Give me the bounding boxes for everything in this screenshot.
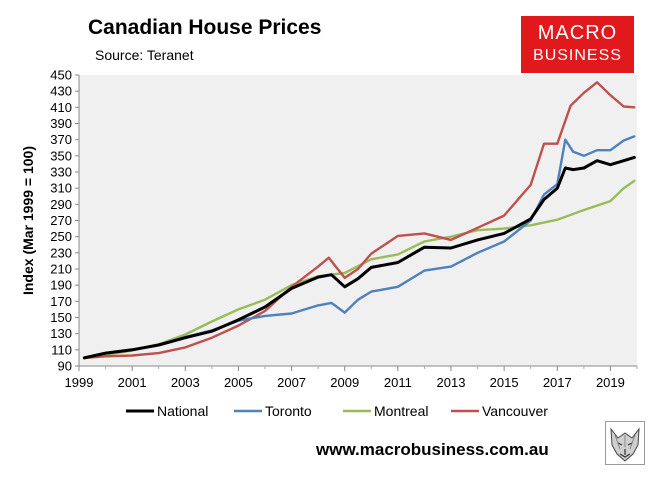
legend-label-montreal: Montreal	[374, 403, 428, 419]
x-tick-label: 2017	[543, 375, 572, 390]
y-tick-label: 310	[50, 181, 72, 196]
y-tick-label: 250	[50, 229, 72, 244]
y-tick-label: 210	[50, 262, 72, 277]
legend-label-national: National	[157, 403, 208, 419]
y-tick-label: 170	[50, 294, 72, 309]
y-tick-label: 190	[50, 278, 72, 293]
y-tick-label: 450	[50, 68, 72, 83]
y-tick-label: 430	[50, 84, 72, 99]
x-tick-label: 2019	[596, 375, 625, 390]
y-tick-label: 270	[50, 213, 72, 228]
y-axis-title: Index (Mar 1999 = 100)	[20, 146, 36, 295]
series-layer	[82, 81, 636, 360]
y-tick-label: 110	[51, 342, 72, 357]
legend: National Toronto Montreal Vancouver	[126, 403, 548, 419]
legend-label-toronto: Toronto	[265, 403, 312, 419]
chart-title: Canadian House Prices	[88, 16, 322, 39]
y-tick-label: 370	[50, 132, 72, 147]
y-tick-label: 150	[50, 310, 72, 325]
x-tick-label: 2013	[437, 375, 466, 390]
legend-label-vancouver: Vancouver	[482, 403, 548, 419]
footer-url: www.macrobusiness.com.au	[316, 440, 549, 459]
y-tick-label: 230	[50, 245, 72, 260]
y-tick-label: 410	[50, 100, 72, 115]
x-tick-label: 2009	[330, 375, 359, 390]
x-tick-label: 2011	[384, 375, 412, 390]
x-tick-label: 1999	[65, 375, 94, 390]
logo-text-line1: MACRO	[537, 22, 618, 44]
plot-area	[79, 75, 637, 366]
x-tick-label: 2015	[490, 375, 519, 390]
x-tick-label: 2001	[118, 375, 147, 390]
x-tick-label: 2005	[224, 375, 253, 390]
series-line-montreal	[83, 179, 636, 360]
y-tick-label: 330	[50, 165, 72, 180]
series-line-vancouver	[83, 81, 636, 360]
y-tick-label: 390	[50, 116, 72, 131]
y-tick-label: 90	[58, 359, 72, 374]
x-tick-label: 2007	[277, 375, 306, 390]
logo-text-line2: BUSINESS	[533, 47, 622, 64]
y-tick-label: 350	[50, 148, 72, 163]
y-tick-label: 130	[50, 326, 72, 341]
macrobusiness-logo: MACRO BUSINESS	[521, 16, 634, 73]
y-tick-label: 290	[50, 197, 72, 212]
series-line-national	[82, 155, 636, 360]
x-tick-label: 2003	[171, 375, 200, 390]
chart-source: Source: Teranet	[95, 47, 194, 63]
wolf-logo-icon	[605, 421, 645, 465]
